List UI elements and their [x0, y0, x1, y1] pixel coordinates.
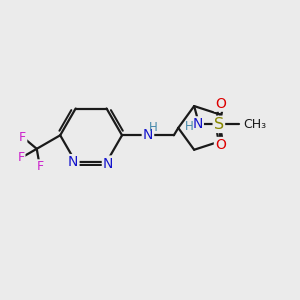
Text: N: N [68, 155, 79, 169]
Text: F: F [36, 160, 43, 173]
Text: S: S [214, 117, 224, 132]
Text: O: O [215, 97, 226, 111]
Text: H: H [184, 120, 193, 133]
Text: CH₃: CH₃ [244, 118, 267, 131]
Text: N: N [193, 117, 203, 131]
Text: N: N [103, 157, 113, 170]
Text: H: H [149, 121, 158, 134]
Text: N: N [143, 128, 153, 142]
Text: F: F [19, 130, 26, 144]
Text: O: O [215, 138, 226, 152]
Text: F: F [17, 152, 25, 164]
